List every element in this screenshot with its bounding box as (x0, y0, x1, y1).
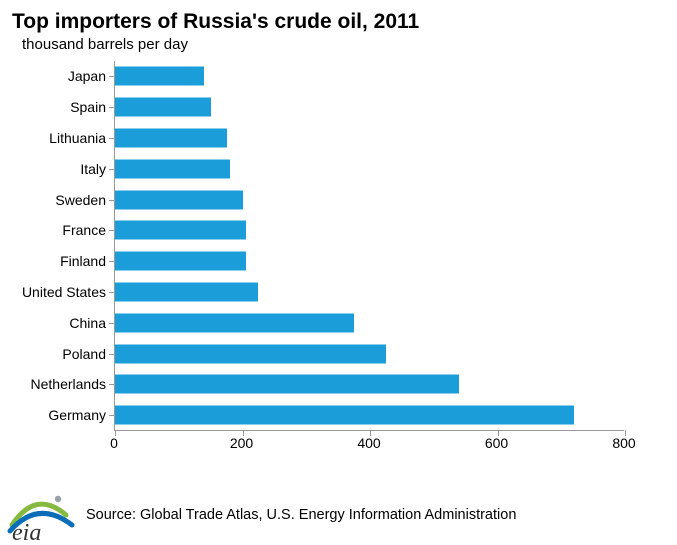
bar-row: Germany (115, 400, 624, 431)
bar-row: Sweden (115, 184, 624, 215)
chart-title: Top importers of Russia's crude oil, 201… (0, 0, 677, 36)
bar-row: Japan (115, 61, 624, 92)
source-text: Source: Global Trade Atlas, U.S. Energy … (86, 507, 516, 523)
category-label: Poland (62, 346, 106, 362)
bar-row: Italy (115, 153, 624, 184)
category-label: Germany (48, 407, 106, 423)
bar (115, 313, 354, 332)
x-tick-label: 200 (230, 435, 253, 451)
bar (115, 128, 227, 147)
bar-row: Spain (115, 92, 624, 123)
category-label: Italy (80, 161, 106, 177)
x-tick-label: 800 (612, 435, 635, 451)
category-label: China (69, 315, 106, 331)
bar-row: France (115, 215, 624, 246)
bar (115, 221, 246, 240)
bar-row: Lithuania (115, 123, 624, 154)
bar-row: China (115, 307, 624, 338)
category-label: Spain (70, 99, 106, 115)
bar (115, 67, 204, 86)
bar-row: Finland (115, 246, 624, 277)
category-label: France (62, 222, 106, 238)
bar (115, 344, 386, 363)
category-label: Sweden (55, 192, 106, 208)
bar-row: Poland (115, 338, 624, 369)
x-tick-label: 0 (110, 435, 118, 451)
bar (115, 375, 459, 394)
footer: eia Source: Global Trade Atlas, U.S. Ene… (0, 491, 677, 545)
bar (115, 159, 230, 178)
category-label: Lithuania (49, 130, 106, 146)
bar (115, 282, 258, 301)
bar (115, 98, 211, 117)
bar (115, 190, 243, 209)
eia-logo: eia (6, 495, 78, 543)
svg-text:eia: eia (12, 520, 41, 543)
chart-subtitle: thousand barrels per day (0, 36, 677, 61)
bar (115, 406, 574, 425)
chart-area: JapanSpainLithuaniaItalySwedenFranceFinl… (114, 61, 658, 456)
category-label: United States (22, 284, 106, 300)
plot-area: JapanSpainLithuaniaItalySwedenFranceFinl… (114, 61, 624, 431)
bar-row: United States (115, 277, 624, 308)
bar (115, 252, 246, 271)
x-tick-label: 400 (357, 435, 380, 451)
bar-row: Netherlands (115, 369, 624, 400)
category-label: Netherlands (31, 376, 107, 392)
category-label: Japan (68, 68, 106, 84)
category-label: Finland (60, 253, 106, 269)
x-tick-label: 600 (485, 435, 508, 451)
